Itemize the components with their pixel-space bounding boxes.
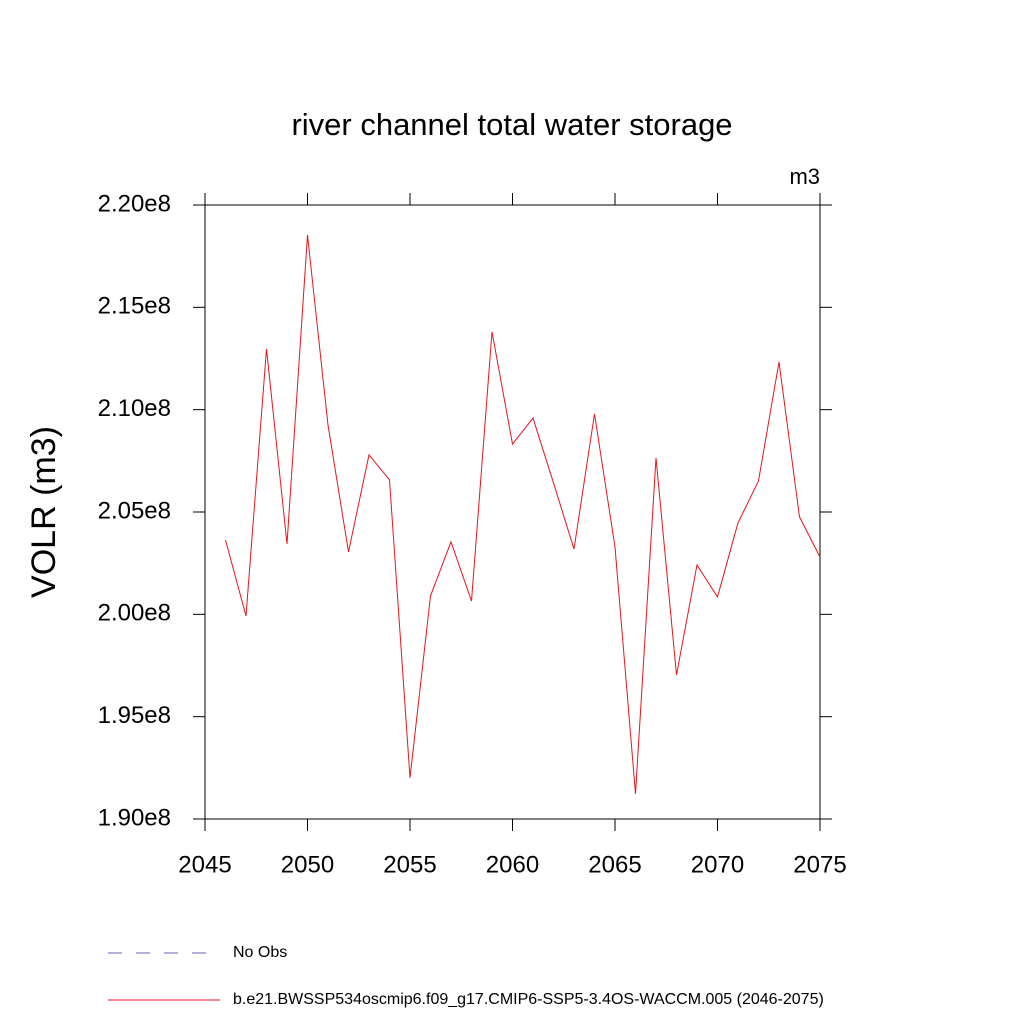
- y-tick-label: 2.15e8: [98, 293, 171, 320]
- chart-title: river channel total water storage: [291, 107, 732, 142]
- y-tick-label: 2.05e8: [98, 497, 171, 524]
- series-line: [225, 235, 821, 794]
- units-label: m3: [789, 164, 820, 189]
- y-tick-label: 2.20e8: [98, 190, 171, 217]
- x-tick-label: 2050: [281, 851, 334, 878]
- y-tick-label: 2.00e8: [98, 600, 171, 627]
- y-axis-label: VOLR (m3): [25, 426, 63, 598]
- plot-frame: [204, 204, 821, 820]
- y-tick-label: 1.90e8: [98, 804, 171, 831]
- x-tick-label: 2055: [383, 851, 436, 878]
- y-tick-label: 2.10e8: [98, 395, 171, 422]
- legend-label: b.e21.BWSSP534oscmip6.f09_g17.CMIP6-SSP5…: [233, 991, 824, 1008]
- x-tick-label: 2065: [588, 851, 641, 878]
- y-tick-label: 1.95e8: [98, 702, 171, 729]
- x-tick-label: 2070: [691, 851, 744, 878]
- x-tick-label: 2060: [486, 851, 539, 878]
- x-tick-label: 2075: [793, 851, 846, 878]
- x-tick-label: 2045: [178, 851, 231, 878]
- legend-label: No Obs: [233, 944, 287, 961]
